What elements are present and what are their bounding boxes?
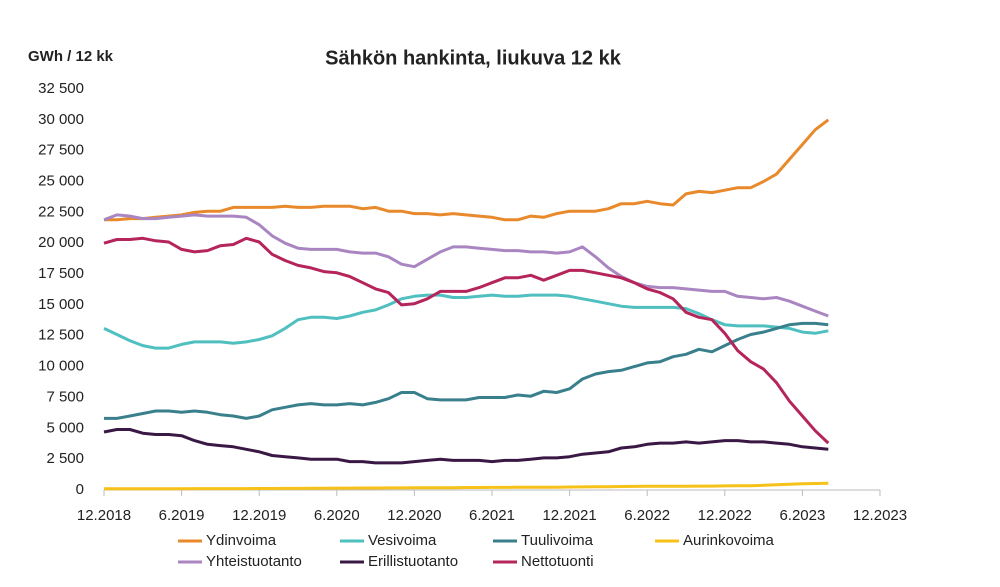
x-tick-label: 6.2023 [779,507,825,524]
x-tick-label: 6.2020 [314,507,360,524]
series-line [103,236,830,445]
y-tick-label: 12 500 [38,327,84,344]
x-tick-label: 12.2019 [232,507,286,524]
x-tick-label: 12.2023 [853,507,907,524]
chart-title: Sähkön hankinta, liukuva 12 kk [325,47,622,69]
y-tick-label: 22 500 [38,203,84,220]
y-tick-label: 20 000 [38,234,84,251]
series-line [103,428,829,465]
x-tick-label: 6.2021 [469,507,515,524]
series-line [104,321,829,420]
y-tick-label: 17 500 [38,265,84,282]
legend-label: Tuulivoima [521,532,594,549]
legend-label: Erillistuotanto [368,553,458,570]
series-line [104,481,829,491]
y-tick-label: 7 500 [46,388,84,405]
y-tick-label: 5 000 [46,419,84,436]
legend-label: Aurinkovoima [683,532,775,549]
y-tick-label: 2 500 [46,450,84,467]
y-axis-label: GWh / 12 kk [28,48,114,65]
series-line [104,118,830,222]
legend-label: Ydinvoima [206,532,277,549]
x-tick-label: 6.2022 [624,507,670,524]
y-tick-label: 27 500 [38,142,84,159]
x-tick-label: 12.2021 [542,507,596,524]
y-tick-label: 25 000 [38,173,84,190]
x-tick-label: 12.2022 [698,507,752,524]
y-tick-label: 10 000 [38,358,84,375]
y-tick-label: 30 000 [38,111,84,128]
x-tick-label: 12.2020 [387,507,441,524]
y-tick-label: 0 [76,481,84,498]
legend-label: Yhteistuotanto [206,553,302,570]
y-tick-label: 32 500 [38,80,84,97]
legend-label: Nettotuonti [521,553,594,570]
x-tick-label: 12.2018 [77,507,131,524]
series-line [103,213,829,318]
legend-label: Vesivoima [368,532,437,549]
x-tick-label: 6.2019 [159,507,205,524]
series-line [103,293,829,350]
y-tick-label: 15 000 [38,296,84,313]
